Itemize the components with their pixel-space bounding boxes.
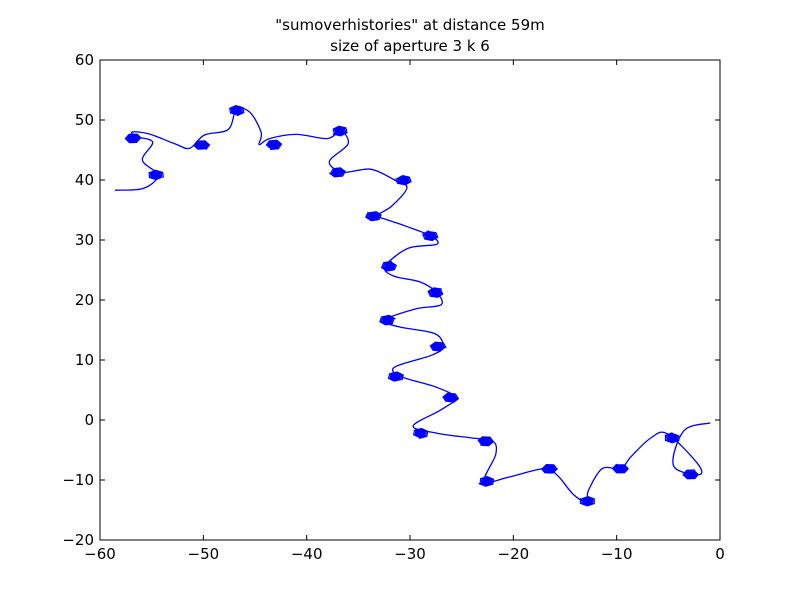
spiral-core [334,127,345,135]
spiral-core [480,437,491,445]
spiral-core [398,176,409,184]
y-tick-label: 30 [75,231,94,249]
plot-area [114,104,711,507]
spiral-knot [332,125,348,137]
y-tick-label: 60 [75,51,94,69]
spiral-knot [265,139,283,150]
spiral-core [667,434,678,442]
spiral-knot [427,287,444,298]
spiral-knot [193,140,211,150]
spiral-knot [124,133,143,144]
x-tick-label: −30 [394,545,426,563]
spiral-core [445,394,456,402]
spiral-knot [422,230,439,242]
spiral-knot [380,260,398,272]
spiral-core [432,343,443,351]
x-tick-label: −60 [84,545,116,563]
spiral-knot [442,392,460,404]
spiral-knot [365,211,382,222]
spiral-core [368,212,379,220]
spiral-core [382,317,393,324]
spiral-core [384,263,395,270]
x-tick-label: 0 [715,545,725,563]
spiral-knot [682,469,700,480]
spiral-core [686,471,697,478]
y-tick-label: 50 [75,111,94,129]
x-tick-label: −40 [291,545,323,563]
x-tick-label: −20 [498,545,530,563]
spiral-knot [413,427,429,439]
spiral-knot [387,371,405,382]
spiral-core [390,373,401,381]
spiral-knot [611,463,630,474]
spiral-knot [579,495,595,507]
spiral-knot [429,341,447,352]
y-tick-label: 0 [84,411,94,429]
x-tick-label: −10 [601,545,633,563]
spiral-knot [664,432,680,444]
spiral-knot [148,169,164,181]
spiral-core [231,107,242,114]
spiral-knot [395,174,412,186]
chart-subtitle: size of aperture 3 k 6 [330,37,490,55]
y-tick-label: 40 [75,171,94,189]
spiral-core [425,232,436,240]
spiral-knot [229,104,245,117]
spiral-core [481,477,492,485]
chart-title: "sumoverhistories" at distance 59m [275,16,544,34]
y-tick-label: −10 [62,471,94,489]
series-line-0 [114,107,711,502]
spiral-knot [328,167,347,178]
axes-frame [99,59,721,541]
spiral-core [196,141,207,149]
spiral-core [544,465,555,472]
axis-ticks: −60 −50 −40 −30 −20 −10 0 −20 −10 0 10 20 30 40 50 60 [62,51,724,563]
y-tick-label: −20 [62,531,94,549]
spiral-knot [379,314,396,326]
spiral-core [615,465,626,472]
x-tick-label: −50 [188,545,220,563]
spiral-core [415,429,426,437]
spiral-knot [477,436,495,447]
spiral-knot [478,475,495,487]
spiral-core [128,135,139,143]
y-tick-label: 20 [75,291,94,309]
spiral-core [332,168,343,176]
spiral-core [582,497,593,505]
spiral-core [430,289,441,297]
spiral-core [150,171,161,179]
spiral-knot [540,463,559,474]
y-tick-label: 10 [75,351,94,369]
spiral-core [268,141,279,149]
